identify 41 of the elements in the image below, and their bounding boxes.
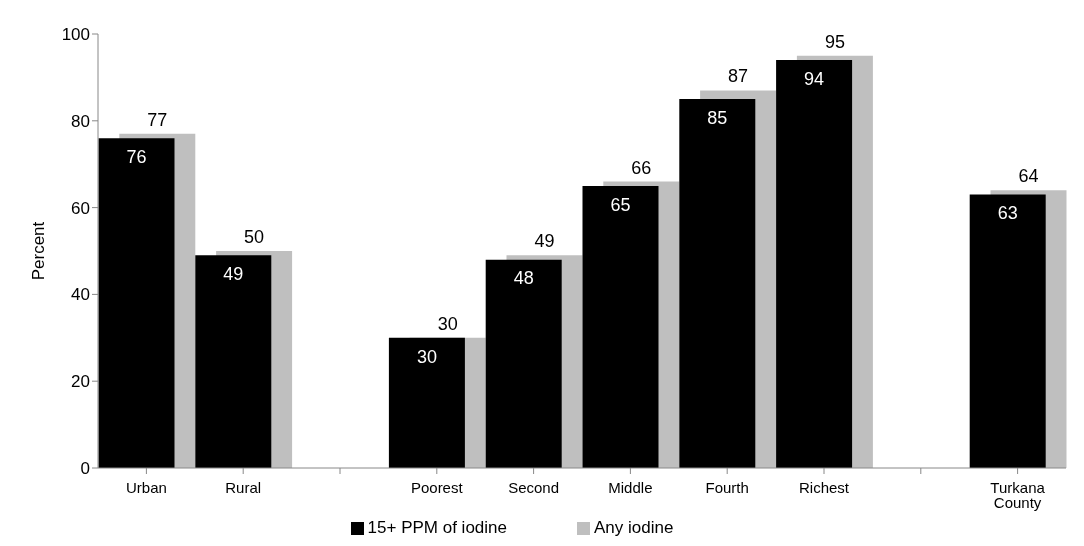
y-axis-title: Percent [29, 221, 49, 281]
bar [969, 194, 1046, 468]
x-tick-label: Middle [608, 478, 653, 496]
data-label: 48 [513, 268, 534, 289]
y-tick-label: 20 [71, 372, 90, 392]
data-label: 77 [147, 109, 168, 130]
bar [388, 337, 465, 468]
data-label: 63 [997, 203, 1018, 224]
data-label: 95 [824, 31, 845, 52]
y-tick-label: 40 [71, 285, 90, 305]
x-tick-label: Second [508, 478, 560, 496]
y-tick-label: 80 [71, 111, 90, 131]
data-label: 30 [437, 313, 458, 334]
y-tick-label: 0 [80, 459, 90, 479]
legend-label: Any iodine [594, 518, 674, 537]
bar [582, 185, 659, 468]
data-label: 65 [610, 194, 631, 215]
data-label: 85 [707, 107, 728, 128]
legend-label: 15+ PPM of iodine [367, 518, 507, 537]
x-tick-label: Turkana County [990, 478, 1046, 511]
x-tick-label: Poorest [410, 478, 464, 496]
data-label: 64 [1018, 166, 1039, 187]
data-label: 30 [416, 346, 437, 367]
bar [679, 99, 756, 468]
data-label: 76 [126, 146, 147, 167]
data-label: 49 [223, 264, 244, 285]
x-tick-label: Richest [798, 478, 850, 496]
bar [485, 259, 562, 468]
data-label: 87 [728, 66, 749, 87]
bar [195, 255, 272, 468]
bar [98, 138, 175, 468]
data-label: 94 [804, 68, 825, 89]
data-label: 66 [631, 157, 652, 178]
x-tick-label: Rural [225, 478, 262, 496]
data-label: 49 [534, 231, 555, 252]
x-tick-label: Fourth [705, 478, 749, 496]
y-tick-label: 100 [61, 25, 90, 45]
y-tick-label: 60 [71, 198, 90, 218]
data-label: 50 [244, 227, 265, 247]
x-tick-label: Urban [125, 478, 167, 496]
bar [776, 60, 853, 468]
